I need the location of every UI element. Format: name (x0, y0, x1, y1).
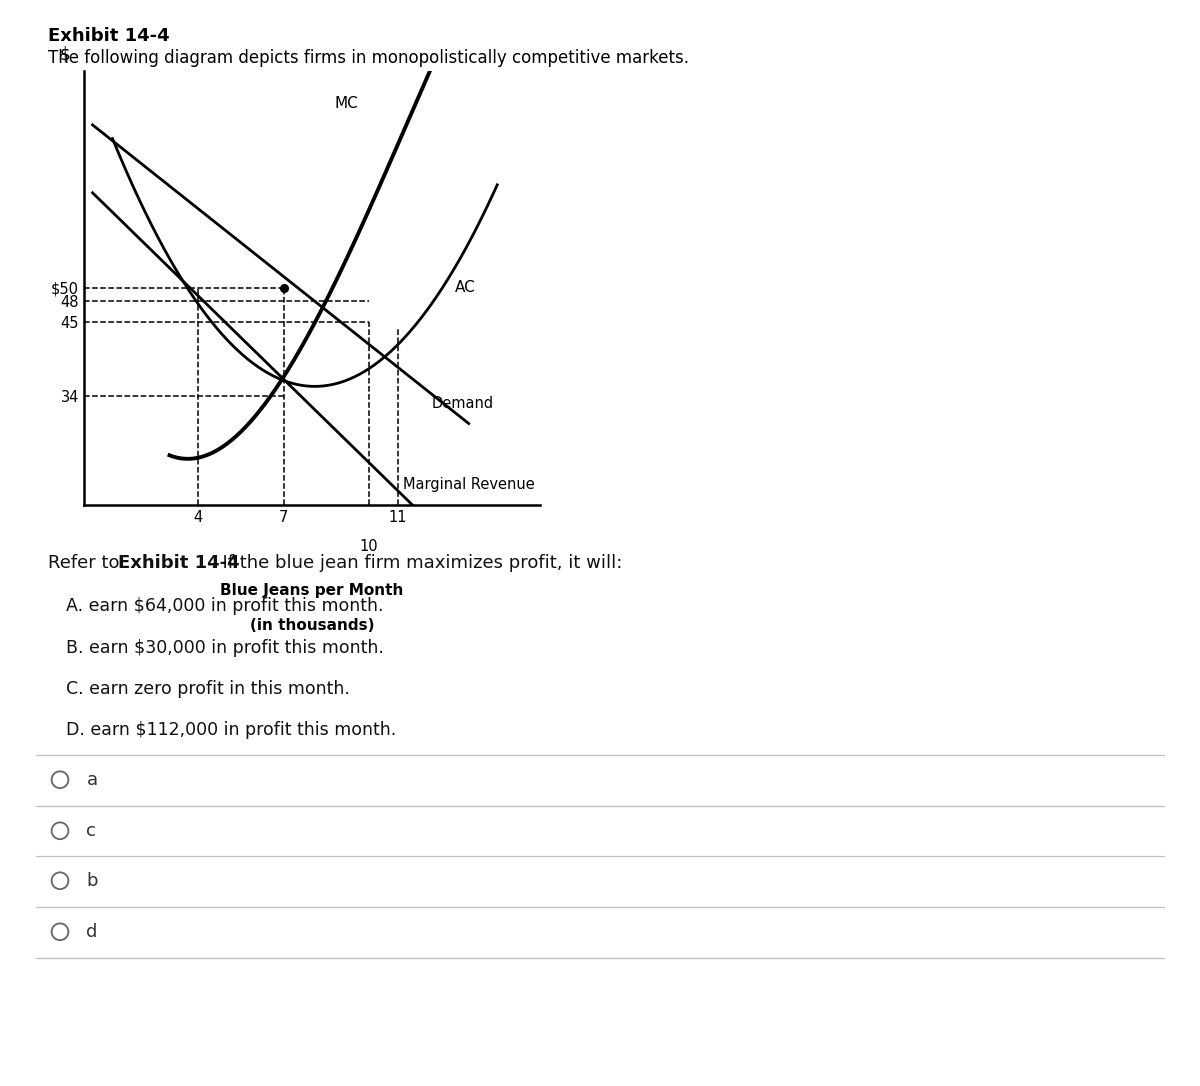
Text: Demand: Demand (432, 395, 494, 411)
Text: a: a (86, 771, 97, 788)
Text: b: b (86, 872, 98, 889)
Text: Marginal Revenue: Marginal Revenue (403, 477, 535, 492)
Text: The following diagram depicts firms in monopolistically competitive markets.: The following diagram depicts firms in m… (48, 49, 689, 67)
Text: c: c (86, 822, 96, 839)
Text: . If the blue jean firm maximizes profit, it will:: . If the blue jean firm maximizes profit… (211, 554, 623, 572)
Text: $: $ (59, 46, 70, 64)
Text: AC: AC (455, 280, 475, 295)
Text: (in thousands): (in thousands) (250, 618, 374, 633)
Text: Exhibit 14-4: Exhibit 14-4 (48, 27, 169, 46)
Text: 10: 10 (360, 539, 378, 554)
Text: Blue Jeans per Month: Blue Jeans per Month (221, 583, 403, 598)
Text: A. earn $64,000 in profit this month.: A. earn $64,000 in profit this month. (66, 597, 384, 616)
Text: B. earn $30,000 in profit this month.: B. earn $30,000 in profit this month. (66, 639, 384, 657)
Text: MC: MC (335, 97, 358, 111)
Text: Exhibit 14-4: Exhibit 14-4 (118, 554, 239, 572)
Text: Refer to: Refer to (48, 554, 125, 572)
Text: C. earn zero profit in this month.: C. earn zero profit in this month. (66, 680, 350, 698)
Text: D. earn $112,000 in profit this month.: D. earn $112,000 in profit this month. (66, 721, 396, 740)
Text: d: d (86, 923, 97, 940)
